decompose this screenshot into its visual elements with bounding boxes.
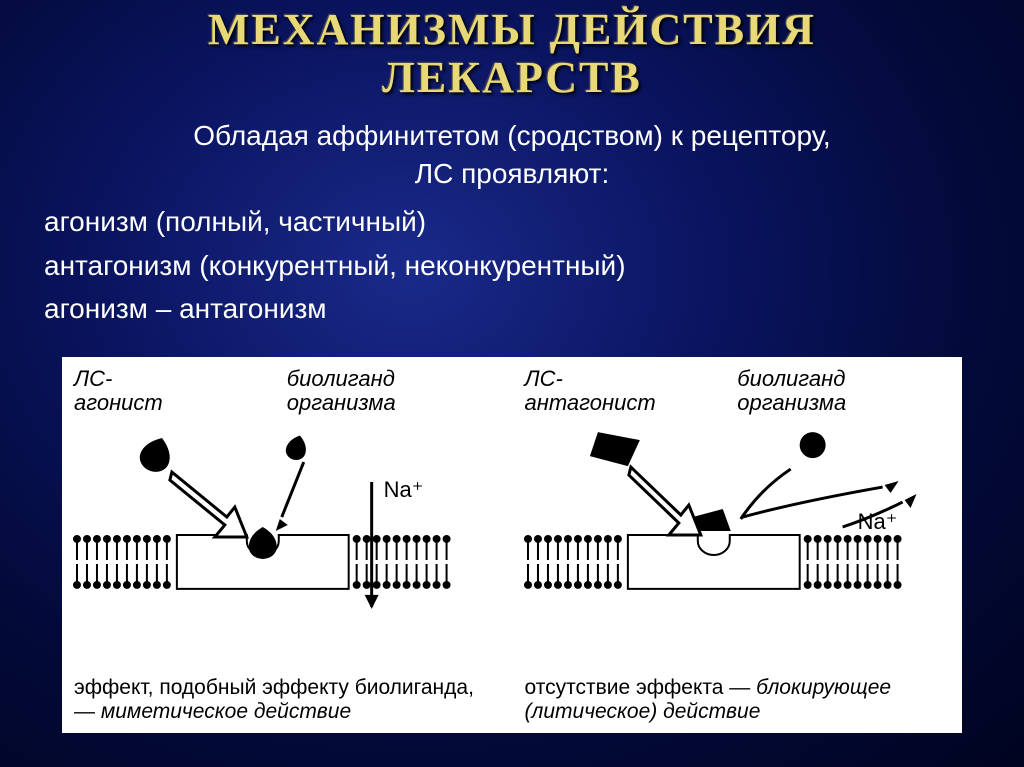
antagonist-lig-l1: биолиганд bbox=[737, 366, 845, 391]
antagonist-caption: отсутствие эффекта — блокирующее (литиче… bbox=[525, 676, 951, 724]
arrow-antagonist-icon bbox=[628, 467, 700, 535]
antagonist-ligand-label: биолиганд организма bbox=[737, 367, 950, 415]
agonist-drop-icon bbox=[136, 432, 176, 475]
title-line-1: МЕХАНИЗМЫ ДЕЙСТВИЯ bbox=[208, 5, 816, 54]
na-label: Na⁺ bbox=[384, 477, 424, 502]
arrow-agonist-icon bbox=[170, 472, 247, 537]
antagonist-drug-l1: ЛС- bbox=[525, 366, 563, 391]
antagonist-lig-l2: организма bbox=[737, 390, 846, 415]
slide-title: МЕХАНИЗМЫ ДЕЙСТВИЯ ЛЕКАРСТВ bbox=[0, 0, 1024, 103]
bullet-list: агонизм (полный, частичный) антагонизм (… bbox=[0, 200, 1024, 330]
title-line-2: ЛЕКАРСТВ bbox=[382, 53, 642, 102]
antagonist-caption-plain: отсутствие эффекта — bbox=[525, 676, 757, 699]
antagonist-scene: Na⁺ bbox=[513, 427, 963, 627]
antagonist-drug-label: ЛС- антагонист bbox=[525, 367, 738, 415]
agonist-caption: эффект, подобный эффекту биолиганда, — м… bbox=[74, 676, 500, 724]
antagonist-top-labels: ЛС- антагонист биолиганд организма bbox=[525, 367, 951, 415]
antagonist-drug-l2: антагонист bbox=[525, 390, 656, 415]
diagram-container: ЛС- агонист биолиганд организма bbox=[62, 357, 962, 733]
agonist-lig-l1: биолиганд bbox=[287, 366, 395, 391]
subtitle: Обладая аффинитетом (сродством) к рецепт… bbox=[0, 117, 1024, 193]
panel-antagonist: ЛС- антагонист биолиганд организма bbox=[512, 357, 963, 733]
agonist-caption-em: миметическое действие bbox=[101, 700, 351, 723]
agonist-drug-l2: агонист bbox=[74, 390, 163, 415]
subtitle-line-2: ЛС проявляют: bbox=[415, 158, 610, 189]
bioligand-drop-icon bbox=[284, 432, 310, 461]
agonist-drug-l1: ЛС- bbox=[74, 366, 112, 391]
panel-agonist: ЛС- агонист биолиганд организма bbox=[62, 357, 512, 733]
agonist-scene: Na⁺ bbox=[62, 427, 512, 627]
subtitle-line-1: Обладая аффинитетом (сродством) к рецепт… bbox=[193, 120, 830, 151]
membrane-icon bbox=[524, 535, 900, 589]
bullet-1: агонизм (полный, частичный) bbox=[44, 200, 1024, 243]
bound-ligand-icon bbox=[249, 527, 277, 559]
agonist-ligand-label: биолиганд организма bbox=[287, 367, 500, 415]
bullet-2: антагонизм (конкурентный, неконкурентный… bbox=[44, 244, 1024, 287]
antagonist-wedge-icon bbox=[589, 432, 639, 466]
bullet-3: агонизм – антагонизм bbox=[44, 287, 1024, 330]
agonist-lig-l2: организма bbox=[287, 390, 396, 415]
agonist-drug-label: ЛС- агонист bbox=[74, 367, 287, 415]
bioligand-ball-icon bbox=[799, 432, 825, 458]
agonist-top-labels: ЛС- агонист биолиганд организма bbox=[74, 367, 500, 415]
na-label-right: Na⁺ bbox=[857, 509, 897, 534]
arrow-bioligand-icon bbox=[282, 462, 304, 517]
